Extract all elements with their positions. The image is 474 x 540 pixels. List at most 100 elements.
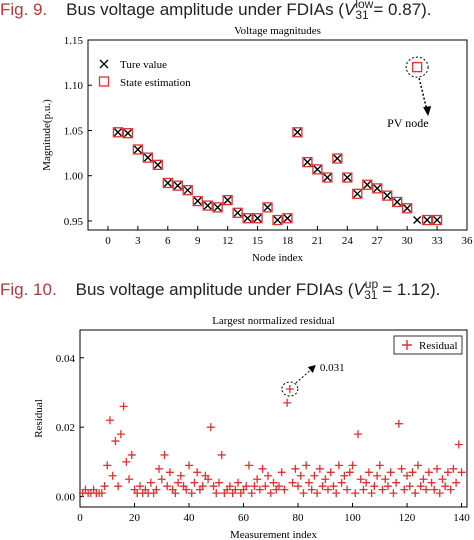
true-value-point: [183, 186, 192, 195]
residual-point: [389, 489, 398, 498]
residual-point: [378, 485, 387, 494]
figure-9-sub: 31: [355, 8, 369, 22]
state-estimation-point: [162, 177, 173, 189]
state-estimation-point: [172, 180, 183, 191]
state-estimation-point: [272, 214, 283, 226]
residual-point: [255, 485, 264, 494]
residual-point: [419, 475, 428, 484]
residual-point: [324, 485, 333, 494]
true-value-point: [123, 129, 132, 138]
residual-point: [340, 471, 349, 480]
state-estimation-point: [302, 156, 313, 168]
residual-point: [329, 482, 338, 491]
state-estimation-point: [352, 188, 363, 199]
figure-9-var: V: [343, 0, 356, 19]
figure-10-caption: Fig. 10. Bus voltage amplitude under FDI…: [0, 277, 440, 302]
x-tick-label: 36: [462, 235, 474, 247]
residual-point: [198, 482, 207, 491]
residual-point: [443, 468, 452, 477]
residual-point: [247, 489, 256, 498]
residual-point: [204, 475, 213, 484]
y-tick-label: 0.95: [64, 216, 84, 228]
x-tick-label: 0: [77, 512, 83, 524]
residual-point: [400, 485, 409, 494]
x-tick-label: 140: [453, 512, 470, 524]
true-value-point: [333, 154, 342, 163]
residual-point: [452, 478, 461, 487]
figure-9-number: Fig. 9.: [0, 0, 48, 19]
residual-point: [119, 402, 128, 411]
residual-point: [108, 471, 117, 480]
true-value-point: [323, 173, 332, 182]
x-tick-label: 0: [105, 235, 111, 247]
max-residual-label: 0.031: [320, 362, 345, 374]
true-value-point: [153, 160, 162, 169]
figure-9-caption: Fig. 9. Bus voltage amplitude under FDIA…: [0, 0, 432, 22]
residual-point: [321, 475, 330, 484]
true-value-point: [373, 184, 382, 193]
residual-point: [114, 482, 123, 491]
residual-point: [296, 471, 305, 480]
residual-point: [266, 489, 275, 498]
residual-point: [97, 489, 106, 498]
residual-point: [381, 475, 390, 484]
y-tick-label: 0.02: [56, 422, 75, 434]
pv-node-circle: [405, 56, 429, 78]
residual-point: [397, 464, 406, 473]
y-tick-label: 0.04: [56, 353, 76, 365]
residual-point: [111, 437, 120, 446]
residual-point: [127, 450, 136, 459]
residual-point: [261, 482, 270, 491]
residual-point: [185, 461, 194, 470]
pv-node-arrowhead: [423, 106, 432, 117]
y-axis-label: Residual: [33, 399, 45, 438]
residual-point: [326, 468, 335, 477]
residual-point: [416, 482, 425, 491]
state-estimation-point: [282, 213, 293, 224]
max-residual-arrow: [295, 368, 313, 384]
true-value-point: [363, 180, 372, 189]
residual-point: [422, 485, 431, 494]
residual-point: [449, 464, 458, 473]
true-value-point: [223, 196, 232, 205]
x-axis-label: Node index: [252, 252, 304, 264]
figure-9-sup: low: [355, 0, 374, 11]
residual-point: [209, 482, 218, 491]
residual-point: [375, 461, 384, 470]
residual-point: [163, 482, 172, 491]
residual-point: [225, 482, 234, 491]
residual-point: [304, 478, 313, 487]
residual-point: [155, 464, 164, 473]
plot-frame: [87, 39, 468, 231]
residual-point: [100, 482, 109, 491]
residual-point: [310, 471, 319, 480]
residual-point: [190, 478, 199, 487]
legend-residual-label: Residual: [419, 340, 458, 352]
residual-point: [441, 482, 450, 491]
y-tick-label: 1.00: [64, 171, 84, 183]
residual-point: [253, 475, 262, 484]
residual-point: [165, 468, 174, 477]
residual-point: [206, 423, 215, 432]
figure-10-var: V: [353, 280, 365, 299]
true-value-point: [273, 216, 282, 225]
state-estimation-point: [431, 214, 443, 226]
state-estimation-point: [142, 152, 153, 163]
residual-point: [264, 471, 273, 480]
state-estimation-point: [232, 207, 243, 218]
state-estimation-point: [242, 213, 253, 224]
state-estimation-point: [312, 164, 323, 175]
true-value-point: [263, 203, 272, 212]
residual-point: [171, 489, 180, 498]
x-axis-label: Measurement index: [230, 529, 318, 540]
x-tick-label: 6: [165, 235, 171, 247]
x-tick-label: 80: [293, 512, 305, 524]
residual-point: [125, 475, 134, 484]
max-residual-circle: [281, 381, 299, 397]
true-value-point: [133, 145, 142, 154]
true-value-point: [193, 197, 202, 206]
residual-point: [392, 478, 401, 487]
state-estimation-point: [132, 144, 144, 155]
x-tick-label: 24: [342, 235, 354, 247]
residual-point: [405, 482, 414, 491]
